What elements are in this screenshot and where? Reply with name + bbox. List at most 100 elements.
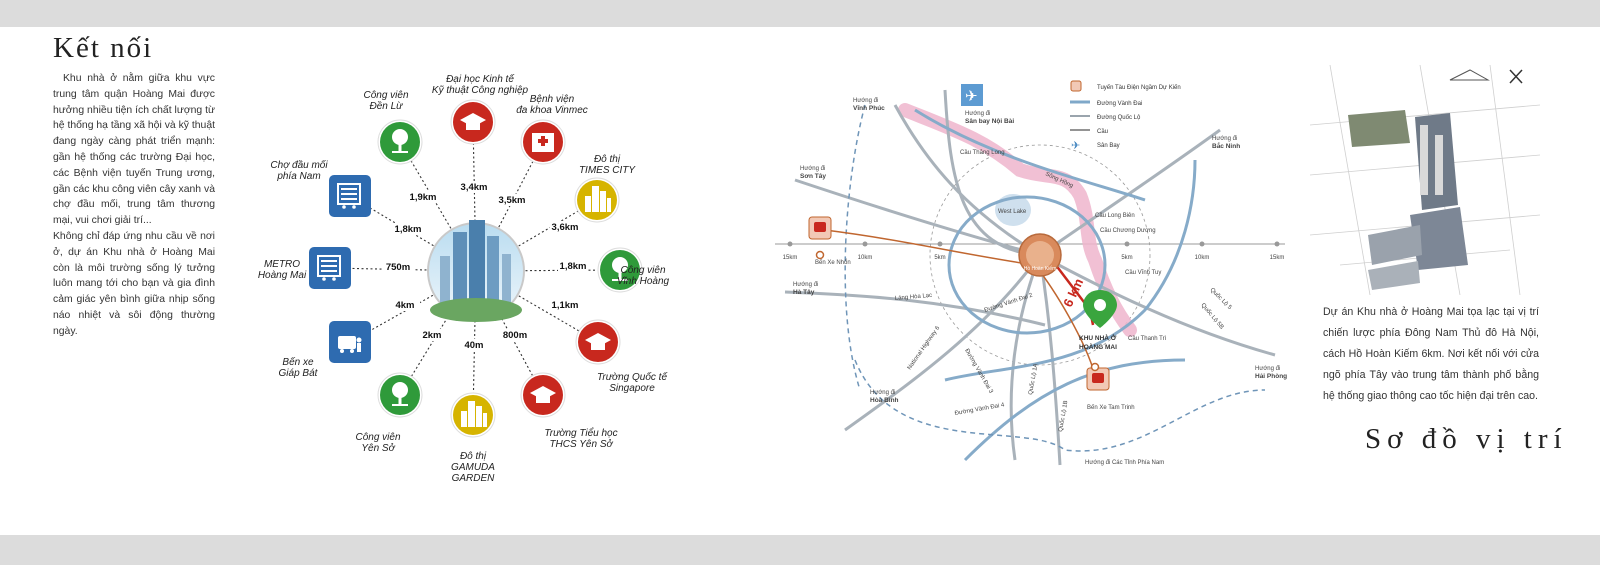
connection-label: Công viên Đền Lừ — [363, 90, 408, 112]
connection-distance: 1,1km — [552, 300, 579, 311]
connection-label: Công viên Vĩnh Hoàng — [617, 265, 670, 287]
west-lake — [995, 194, 1031, 226]
station-label: Bến Xe Tam Trinh — [1087, 405, 1135, 411]
connection-distance: 1,8km — [395, 224, 422, 235]
connection-distance: 750m — [386, 262, 410, 273]
connection-label: Đại học Kinh tế Kỹ thuật Công nghiệp — [432, 73, 529, 96]
road-label: Đường Vành Đai 2 — [984, 292, 1034, 313]
scale-label: 15km — [1270, 255, 1285, 261]
scale-label: 5km — [934, 255, 945, 261]
connections-diagram: 1,9km Công viên Đền Lừ 3,4km Đại học Kinh tế… — [258, 73, 670, 484]
connection-label: Chợ đầu mối phía Nam — [270, 159, 328, 182]
road-label: Quốc Lộ 1A — [1028, 363, 1039, 395]
scale-label: 10km — [858, 255, 873, 261]
svg-text:✈: ✈ — [965, 88, 978, 105]
connection-node — [574, 177, 620, 223]
connection-label: METRO Hoàng Mai — [258, 259, 307, 281]
connection-distance: 3,4km — [461, 182, 488, 193]
connection-node — [575, 319, 621, 365]
connection-distance: 40m — [464, 340, 483, 351]
road-label: Đường Vành Đai 4 — [954, 402, 1005, 417]
scale-label: 10km — [1195, 255, 1210, 261]
market-icon — [337, 183, 361, 209]
bus-station-icon — [338, 336, 362, 353]
description-paragraph-1: Khu nhà ở nằm giữa khu vực trung tâm quậ… — [53, 73, 215, 227]
road-label: Cầu Thăng Long — [960, 150, 1005, 156]
metro-train-icon — [1070, 80, 1082, 92]
location-description: Dự án Khu nhà ở Hoàng Mai tọa lạc tại vị… — [1323, 306, 1539, 402]
connection-label: Đô thị TIMES CITY — [579, 154, 636, 176]
connection-node — [377, 119, 423, 165]
connection-distance: 3,6km — [552, 222, 579, 233]
connection-node — [329, 321, 371, 363]
direction-label: Hướng đi Vĩnh Phúc — [853, 98, 885, 112]
tree-icon — [392, 382, 408, 406]
connections-title: Kết nối — [53, 32, 154, 64]
distance-label: 6 km — [1060, 276, 1086, 309]
tree-icon — [612, 257, 628, 281]
graduation-cap-icon — [585, 333, 611, 350]
description-paragraph-2: Không chỉ đáp ứng nhu cầu về nơi ở, dự á… — [53, 230, 215, 337]
direction-label: Hướng đi Các Tỉnh Phía Nam — [1085, 459, 1164, 466]
airport-icon: ✈ — [961, 84, 983, 106]
connection-distance: 1,8km — [560, 261, 587, 272]
scale-label: 15km — [783, 255, 798, 261]
location-pin-icon — [1083, 290, 1117, 328]
direction-label: Hướng đi Hòa Bình — [870, 390, 899, 404]
legend-item: Cầu — [1097, 129, 1108, 135]
road-label: National Highway 6 — [907, 325, 942, 371]
graduation-cap-icon — [460, 113, 486, 130]
connection-label: Bến xe Giáp Bát — [279, 356, 319, 379]
connection-node — [309, 247, 351, 289]
connection-label: Đô thị GAMUDA GARDEN — [451, 451, 495, 484]
bus-station-icon — [808, 216, 832, 240]
road-label: Láng Hòa Lạc — [895, 293, 933, 302]
connection-distance: 4km — [395, 300, 414, 311]
direction-label: Hướng đi Hà Tây — [793, 282, 818, 296]
road-label: Cầu Vĩnh Tuy — [1125, 270, 1161, 276]
direction-label: Hướng đi Hải Phòng — [1255, 366, 1287, 380]
compass-icon — [1509, 69, 1523, 84]
connection-node — [520, 119, 566, 165]
bus-station-icon — [1086, 367, 1110, 391]
connections-description: Khu nhà ở nằm giữa khu vực trung tâm quậ… — [53, 71, 215, 340]
shopping-mall-icon — [317, 255, 341, 281]
city-buildings-icon — [585, 186, 611, 212]
direction-label: Hướng đi Sơn Tây — [800, 166, 826, 180]
connection-node — [520, 372, 566, 418]
ring-road-4 — [854, 359, 1266, 452]
legend-item: Đường Quốc Lộ — [1097, 115, 1141, 121]
connection-node — [450, 392, 496, 438]
city-buildings-icon — [461, 401, 487, 427]
ring-road-4-west — [844, 104, 866, 391]
road-label: Quốc Lộ 5B — [1199, 302, 1224, 330]
connection-label: Bệnh viện đa khoa Vinmec — [516, 94, 588, 116]
center-label: Hồ Hoàn Kiếm — [1024, 266, 1057, 272]
connection-distance: 2km — [422, 330, 441, 341]
airplane-icon: ✈ — [1071, 140, 1080, 152]
tree-icon — [392, 129, 408, 153]
connection-badge — [309, 247, 351, 289]
connection-label: Trường Tiểu học THCS Yên Sở — [544, 427, 617, 450]
location-map-title: Sơ đồ vị trí — [1365, 423, 1568, 455]
scale-label: 5km — [1121, 255, 1132, 261]
project-photo — [427, 220, 525, 322]
hoan-kiem-marker: Hồ Hoàn Kiếm — [1018, 233, 1062, 277]
station-label: Bến Xe Nhổn — [815, 259, 851, 266]
connection-distance: 1,9km — [410, 192, 437, 203]
road-label: Cầu Chương Dương — [1100, 228, 1156, 234]
connection-node — [329, 175, 371, 217]
road-label: Cầu Thanh Trì — [1128, 336, 1167, 342]
road-label: Quốc Lộ 5 — [1209, 287, 1233, 311]
connection-node — [377, 372, 423, 418]
connection-node — [597, 247, 643, 293]
road-label: Quốc Lộ 1B — [1058, 400, 1069, 432]
connection-badge — [329, 175, 371, 217]
project-label: KHU NHÀ Ở HOÀNG MAI — [1079, 333, 1117, 351]
connection-label: Công viên Yên Sở — [355, 432, 400, 454]
legend-item: Đường Vành Đai — [1097, 101, 1142, 107]
direction-label: Hướng đi Sân bay Nội Bài — [965, 111, 1014, 125]
road-label: West Lake — [998, 209, 1027, 215]
connection-distance: 800m — [503, 330, 527, 341]
site-plan — [1310, 65, 1540, 295]
